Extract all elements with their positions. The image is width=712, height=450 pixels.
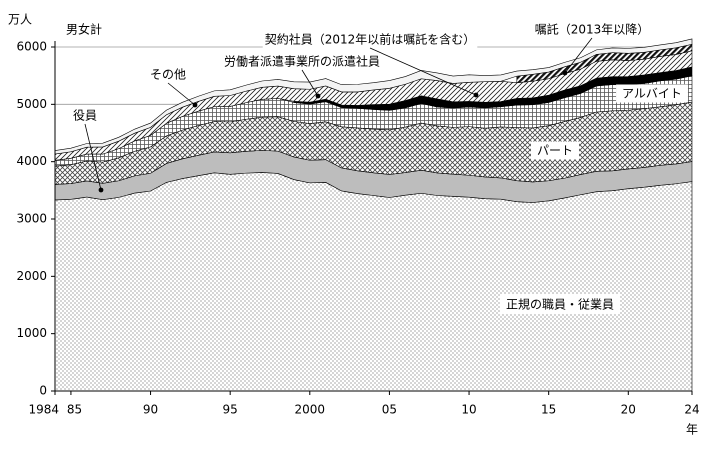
x-tick-label: 20: [621, 403, 636, 417]
leader-line: [301, 69, 319, 97]
y-tick-label: 0: [39, 384, 47, 398]
area: [54, 172, 693, 392]
x-tick-label: 2000: [295, 403, 326, 417]
y-tick-label: 5000: [16, 97, 47, 111]
x-tick-label: 15: [541, 403, 556, 417]
annotation: 男女計: [66, 22, 102, 37]
x-axis-label: 年: [686, 423, 698, 437]
y-tick-label: 1000: [16, 326, 47, 340]
leader-dot: [192, 102, 198, 108]
leader-dot: [562, 70, 568, 76]
x-tick-label: 05: [382, 403, 397, 417]
x-tick-label: 90: [143, 403, 158, 417]
label-bg: [221, 52, 383, 70]
leader-line: [84, 123, 102, 191]
x-tick-label: 10: [461, 403, 476, 417]
area: [54, 38, 693, 155]
label-bg: [147, 66, 189, 83]
x-tick-label: 1984: [28, 403, 59, 417]
leader-line: [167, 82, 196, 106]
leader-dot: [315, 93, 321, 99]
label-bg: [262, 30, 478, 48]
series-label: 役員: [73, 108, 97, 123]
y-axis-label: 万人: [8, 13, 32, 27]
leader-dot: [98, 187, 104, 193]
series-label: 契約社員（2012年以前は嘱託を含む）: [265, 32, 476, 47]
label-box: [499, 294, 621, 314]
leader-dot: [473, 92, 479, 98]
y-tick-label: 4000: [16, 154, 47, 168]
label-box: [530, 141, 580, 160]
series-label: アルバイト: [622, 87, 682, 101]
x-tick-label: 85: [67, 403, 82, 417]
x-tick-label: 95: [223, 403, 238, 417]
series-label: 正規の職員・従業員: [506, 297, 614, 312]
label-box: [616, 84, 688, 103]
leader-line: [369, 47, 477, 96]
series-label: その他: [150, 68, 186, 82]
y-tick-label: 3000: [16, 212, 47, 226]
leader-line: [564, 37, 593, 74]
series-label: パート: [537, 144, 573, 158]
label-bg: [532, 20, 652, 38]
y-tick-label: 6000: [16, 40, 47, 54]
series-label: 労働者派遣事業所の派遣社員: [224, 54, 380, 69]
x-tick-label: 24: [684, 403, 699, 417]
label-bg: [70, 106, 100, 124]
y-tick-label: 2000: [16, 269, 47, 283]
axes: 0 1000 2000 3000 4000 5000 6000 1984 85 90 95 2000 0…: [16, 40, 699, 417]
series-label: 嘱託（2013年以降）: [535, 22, 650, 37]
